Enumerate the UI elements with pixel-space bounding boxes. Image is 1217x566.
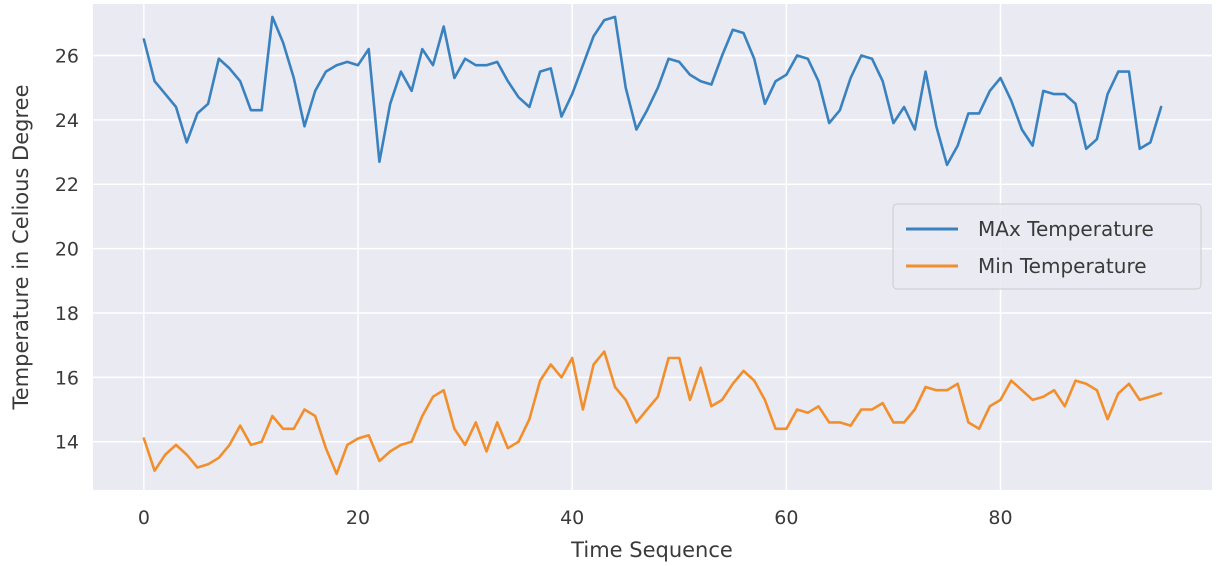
x-tick-label: 60 [774,507,798,529]
x-tick-label: 40 [560,507,584,529]
y-tick-label: 14 [55,432,79,454]
x-tick-labels: 0 20 40 60 80 [138,507,1013,529]
y-tick-label: 22 [55,174,79,196]
y-tick-label: 24 [55,110,79,132]
series-line-min-temperature [142,350,1163,476]
legend-label-min-temperature: Min Temperature [978,254,1147,278]
y-tick-labels: 14 16 18 20 22 24 26 [55,45,79,453]
grid-lines [93,4,1212,490]
y-axis-label: Temperature in Celious Degree [9,85,33,411]
y-tick-label: 20 [55,239,79,261]
x-tick-label: 80 [988,507,1012,529]
series-layer [142,15,1163,476]
y-tick-label: 16 [55,367,79,389]
x-tick-label: 20 [346,507,370,529]
legend-box [892,203,1202,290]
x-axis-label: Time Sequence [570,538,733,562]
x-tick-label: 0 [138,507,150,529]
series-line-max-temperature [142,15,1163,167]
legend: MAx Temperature Min Temperature [892,203,1202,290]
y-tick-label: 26 [55,45,79,67]
y-tick-label: 18 [55,303,79,325]
legend-label-max-temperature: MAx Temperature [978,217,1154,241]
